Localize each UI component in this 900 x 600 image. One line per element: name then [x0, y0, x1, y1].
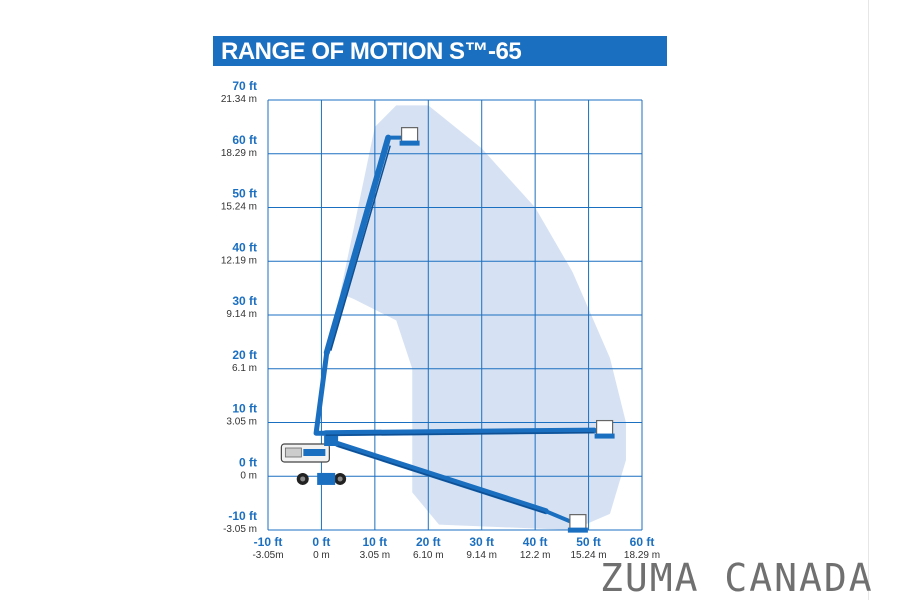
boom-highlight: [337, 445, 547, 514]
y-tick-label-ft: 0 ft: [239, 455, 257, 469]
riser-arm: [313, 352, 330, 436]
working-envelope-layer: [340, 105, 626, 530]
y-tick-label-ft: 30 ft: [232, 294, 257, 308]
platform-basket-floor: [399, 140, 420, 146]
y-tick-label-ft: -10 ft: [228, 509, 257, 523]
y-tick-label-m: 6.1 m: [232, 363, 257, 374]
title-bar: RANGE OF MOTION S™-65: [213, 36, 667, 66]
x-tick-label-m: 12.2 m: [520, 550, 551, 561]
turret: [324, 436, 339, 446]
wheel-hub: [337, 476, 343, 482]
axle-housing: [317, 472, 336, 485]
x-tick-label-m: 15.24 m: [571, 550, 607, 561]
x-tick-label-ft: 20 ft: [416, 535, 441, 549]
y-tick-label-ft: 70 ft: [232, 79, 257, 93]
x-tick-label-m: 18.29 m: [624, 550, 660, 561]
machine-panel: [284, 447, 302, 458]
main-boom-horizontal: [322, 427, 597, 437]
y-tick-label-ft: 20 ft: [232, 348, 257, 362]
x-tick-label-ft: 30 ft: [469, 535, 494, 549]
machine-base: [280, 436, 347, 485]
boom-highlight: [325, 431, 594, 436]
wheel-hub: [300, 476, 306, 482]
y-tick-label-m: -3.05 m: [223, 524, 257, 535]
x-tick-label-m: 9.14 m: [466, 550, 497, 561]
platform-basket-floor: [567, 527, 588, 533]
machine-stripe: [303, 449, 326, 456]
x-tick-label-ft: 40 ft: [523, 535, 548, 549]
platform-basket: [569, 514, 587, 530]
y-tick-label-ft: 10 ft: [232, 402, 257, 416]
y-tick-label-m: 0 m: [240, 470, 257, 481]
y-tick-label-m: 21.34 m: [221, 94, 257, 105]
x-tick-label-ft: 60 ft: [630, 535, 655, 549]
y-tick-label-m: 12.19 m: [221, 255, 257, 266]
platform-basket: [400, 127, 419, 143]
main-boom-vertical: [323, 134, 392, 356]
x-tick-label-ft: 0 ft: [312, 535, 330, 549]
boom-layer: [313, 127, 615, 533]
x-tick-label-m: 0 m: [313, 550, 330, 561]
x-tick-label-ft: 50 ft: [576, 535, 601, 549]
y-tick-label-m: 3.05 m: [226, 417, 257, 428]
chart-title: RANGE OF MOTION S™-65: [221, 38, 522, 65]
platform-basket: [595, 419, 614, 436]
y-tick-label-m: 18.29 m: [221, 148, 257, 159]
working-envelope-area: [340, 105, 626, 530]
x-tick-label-m: 6.10 m: [413, 550, 444, 561]
y-tick-label-m: 15.24 m: [221, 202, 257, 213]
x-tick-label-ft: 10 ft: [363, 535, 388, 549]
right-edge-divider: [868, 0, 869, 600]
boom-highlight: [330, 145, 391, 351]
y-tick-label-ft: 50 ft: [232, 187, 257, 201]
platform-basket-floor: [594, 433, 615, 439]
y-tick-label-ft: 40 ft: [232, 240, 257, 254]
main-boom-below-grade: [334, 441, 549, 515]
x-tick-label-ft: -10 ft: [254, 535, 283, 549]
x-tick-label-m: 3.05 m: [360, 550, 391, 561]
x-tick-label-m: -3.05m: [252, 550, 283, 561]
y-tick-label-ft: 60 ft: [232, 133, 257, 147]
y-tick-label-m: 9.14 m: [226, 309, 257, 320]
watermark: ZUMA CANADA: [600, 556, 874, 600]
